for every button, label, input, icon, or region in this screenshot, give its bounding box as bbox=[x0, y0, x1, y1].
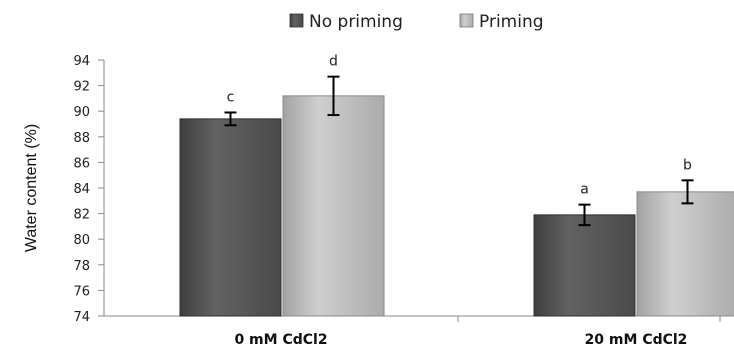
legend-swatch-no-priming bbox=[289, 13, 304, 28]
y-tick-label: 88 bbox=[73, 131, 90, 146]
legend-label-priming: Priming bbox=[479, 12, 544, 32]
bar-no-priming-1 bbox=[533, 214, 636, 317]
significance-label: b bbox=[683, 157, 692, 173]
bar-priming-0 bbox=[282, 95, 385, 317]
bar-priming-1 bbox=[636, 191, 734, 317]
y-tick-label: 84 bbox=[73, 182, 90, 197]
y-tick-label: 78 bbox=[73, 259, 90, 274]
category-label-0mm: 0 mM CdCl2 bbox=[234, 332, 327, 348]
legend: No priming Priming bbox=[289, 12, 544, 32]
legend-label-no-priming: No priming bbox=[309, 12, 403, 32]
legend-swatch-priming bbox=[459, 13, 474, 28]
significance-label: c bbox=[227, 89, 235, 105]
y-tick-label: 92 bbox=[73, 80, 90, 95]
bars-group: c a d b bbox=[179, 54, 734, 317]
y-axis-ticks: 74 76 78 80 82 84 86 88 90 92 94 bbox=[73, 54, 104, 325]
y-tick-label: 90 bbox=[73, 105, 90, 120]
y-tick-label: 76 bbox=[73, 284, 90, 299]
bar-no-priming-0 bbox=[179, 118, 282, 317]
y-tick-label: 82 bbox=[73, 208, 90, 223]
y-tick-label: 80 bbox=[73, 233, 90, 248]
y-axis-title: Water content (%) bbox=[23, 124, 40, 252]
y-tick-label: 74 bbox=[73, 310, 90, 325]
category-label-20mm: 20 mM CdCl2 bbox=[585, 332, 688, 348]
y-tick-label: 86 bbox=[73, 156, 90, 171]
y-tick-label: 94 bbox=[73, 54, 90, 69]
significance-label: d bbox=[329, 54, 338, 70]
significance-label: a bbox=[580, 182, 589, 198]
